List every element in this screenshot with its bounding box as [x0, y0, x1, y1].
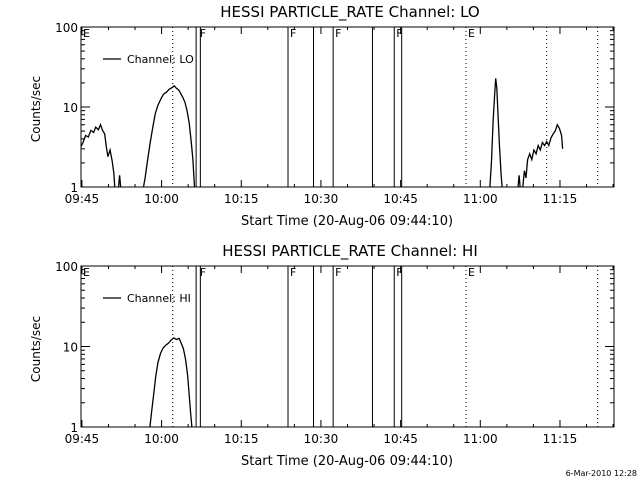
- x-axis-label: Start Time (20-Aug-06 09:44:10): [241, 214, 453, 229]
- series-line: [80, 122, 116, 188]
- x-tick-label: 10:45: [383, 192, 418, 206]
- y-tick-label: 10: [63, 341, 78, 355]
- legend-label: Channel: HI: [127, 292, 191, 305]
- flag-label: F: [396, 27, 402, 40]
- x-tick-label: 10:15: [224, 192, 259, 206]
- chart-panel-hi: HESSI PARTICLE_RATE Channel: HI Counts/s…: [29, 242, 615, 469]
- flag-label: F: [290, 266, 296, 279]
- y-tick-label: 1: [70, 421, 78, 435]
- flag-label: F: [200, 266, 206, 279]
- flag-label: F: [200, 27, 206, 40]
- series-line: [142, 84, 196, 188]
- series-line: [517, 175, 521, 188]
- x-tick-label: 10:30: [304, 432, 339, 446]
- y-tick-label: 10: [63, 101, 78, 115]
- flag-label: E: [83, 266, 90, 279]
- flag-label: F: [290, 27, 296, 40]
- y-tick-label: 100: [55, 21, 78, 35]
- x-tick-label: 10:00: [144, 192, 179, 206]
- flag-label: E: [83, 27, 90, 40]
- footer-timestamp: 6-Mar-2010 12:28: [566, 469, 637, 478]
- flag-label: E: [468, 266, 475, 279]
- series-line: [117, 175, 122, 188]
- flag-label: F: [396, 266, 402, 279]
- x-tick-label: 11:15: [543, 192, 578, 206]
- y-tick-label: 100: [55, 260, 78, 274]
- x-tick-label: 09:45: [65, 432, 100, 446]
- flag-label: F: [335, 266, 341, 279]
- series-line: [522, 123, 564, 188]
- flag-label: F: [335, 27, 341, 40]
- plot-frame: [80, 26, 615, 188]
- x-tick-label: 10:30: [304, 192, 339, 206]
- chart-title: HESSI PARTICLE_RATE Channel: LO: [220, 3, 479, 22]
- chart-title: HESSI PARTICLE_RATE Channel: HI: [222, 242, 478, 261]
- x-tick-label: 10:00: [144, 432, 179, 446]
- y-axis-label: Counts/sec: [29, 316, 43, 382]
- x-tick-label: 09:45: [65, 192, 100, 206]
- series-line: [149, 337, 193, 428]
- x-axis-label: Start Time (20-Aug-06 09:44:10): [241, 454, 453, 469]
- series-line: [489, 78, 503, 188]
- y-axis-label: Counts/sec: [29, 76, 43, 142]
- x-tick-label: 11:15: [543, 432, 578, 446]
- flag-label: E: [468, 27, 475, 40]
- x-tick-label: 11:00: [463, 192, 498, 206]
- x-tick-label: 10:15: [224, 432, 259, 446]
- plot-frame: [80, 265, 615, 428]
- x-tick-label: 10:45: [383, 432, 418, 446]
- x-tick-label: 11:00: [463, 432, 498, 446]
- chart-panel-lo: HESSI PARTICLE_RATE Channel: LO Counts/s…: [29, 3, 615, 229]
- legend-label: Channel: LO: [127, 53, 194, 66]
- y-tick-label: 1: [70, 181, 78, 195]
